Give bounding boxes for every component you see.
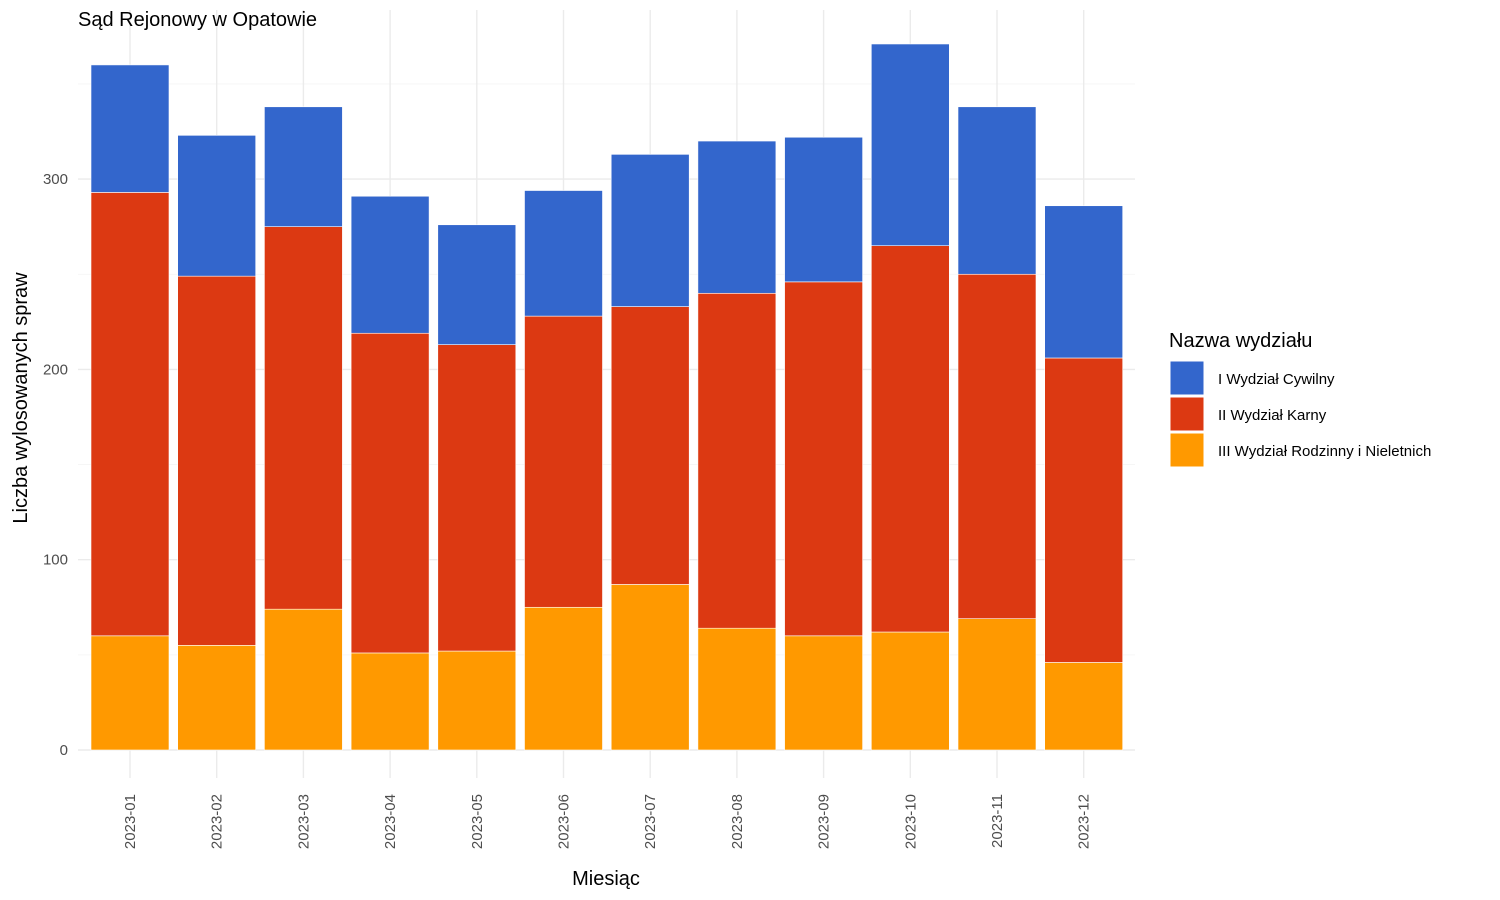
legend-label: I Wydział Cywilny <box>1218 371 1335 388</box>
x-tick-label: 2023-10 <box>902 794 919 849</box>
y-axis-title: Liczba wylosowanych spraw <box>10 272 32 524</box>
bar-segment <box>697 140 777 294</box>
x-tick-label: 2023-07 <box>642 794 659 849</box>
bar-segment <box>784 136 863 283</box>
bar-segment <box>870 631 950 751</box>
bar-segment <box>437 224 517 345</box>
bar-segment <box>524 190 603 317</box>
x-axis-title: Miesiąc <box>572 868 640 890</box>
bar-segment <box>90 635 170 751</box>
legend-swatch <box>1169 360 1205 396</box>
bar-segment <box>350 195 430 334</box>
legend-swatch <box>1169 432 1205 468</box>
y-tick-label: 100 <box>43 552 68 569</box>
bar-segment <box>697 627 777 751</box>
bar-segment <box>870 43 950 247</box>
y-axis-ticks: 0 100 200 300 <box>43 171 68 759</box>
bar-segment <box>264 226 343 610</box>
bar-segment <box>437 650 517 751</box>
bar-segment <box>870 245 950 633</box>
bar-segment <box>437 344 517 652</box>
x-tick-label: 2023-02 <box>209 794 226 849</box>
x-tick-label: 2023-08 <box>729 794 746 849</box>
x-tick-label: 2023-09 <box>816 794 833 849</box>
bar-segment <box>264 106 343 227</box>
bar-segment <box>1044 662 1123 751</box>
bar-segment <box>1044 205 1123 359</box>
legend-swatch <box>1169 396 1205 432</box>
chart-title: Sąd Rejonowy w Opatowie <box>78 9 317 31</box>
bar-segment <box>697 292 777 629</box>
bar-segment <box>784 635 863 751</box>
bar-segment <box>350 652 430 751</box>
bar-segment <box>610 154 690 307</box>
y-tick-label: 0 <box>60 742 68 759</box>
bar-segment <box>350 332 430 654</box>
x-tick-label: 2023-04 <box>382 794 399 849</box>
bar-segment <box>957 618 1037 751</box>
bars <box>90 43 1123 751</box>
legend: Nazwa wydziału I Wydział Cywilny II Wydzi… <box>1169 330 1431 468</box>
bar-segment <box>957 106 1037 275</box>
y-tick-label: 300 <box>43 171 68 188</box>
x-axis-ticks: 2023-01 2023-02 2023-03 2023-04 2023-05 2023-… <box>122 794 1093 849</box>
x-tick-label: 2023-01 <box>122 794 139 849</box>
legend-label: III Wydział Rodzinny i Nieletnich <box>1218 443 1431 460</box>
x-tick-label: 2023-03 <box>295 794 312 849</box>
bar-segment <box>177 275 256 646</box>
bar-segment <box>610 584 690 751</box>
bar-segment <box>610 306 690 585</box>
x-tick-label: 2023-11 <box>989 794 1006 848</box>
legend-title: Nazwa wydziału <box>1169 330 1312 352</box>
bar-segment <box>177 135 256 277</box>
x-tick-label: 2023-12 <box>1076 794 1093 849</box>
bar-segment <box>264 608 343 751</box>
legend-label: II Wydział Karny <box>1218 407 1327 424</box>
bar-segment <box>957 273 1037 619</box>
bar-segment <box>784 281 863 637</box>
bar-segment <box>177 645 256 751</box>
bar-segment <box>524 315 603 608</box>
x-tick-label: 2023-05 <box>469 794 486 849</box>
bar-segment <box>1044 357 1123 663</box>
bar-segment <box>90 192 170 637</box>
bar-segment <box>524 606 603 751</box>
y-tick-label: 200 <box>43 361 68 378</box>
bar-segment <box>90 64 170 193</box>
x-tick-label: 2023-06 <box>556 794 573 849</box>
